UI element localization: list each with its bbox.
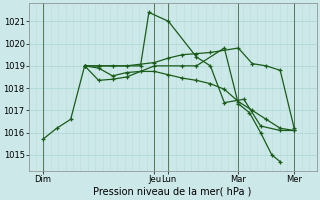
- X-axis label: Pression niveau de la mer( hPa ): Pression niveau de la mer( hPa ): [93, 187, 252, 197]
